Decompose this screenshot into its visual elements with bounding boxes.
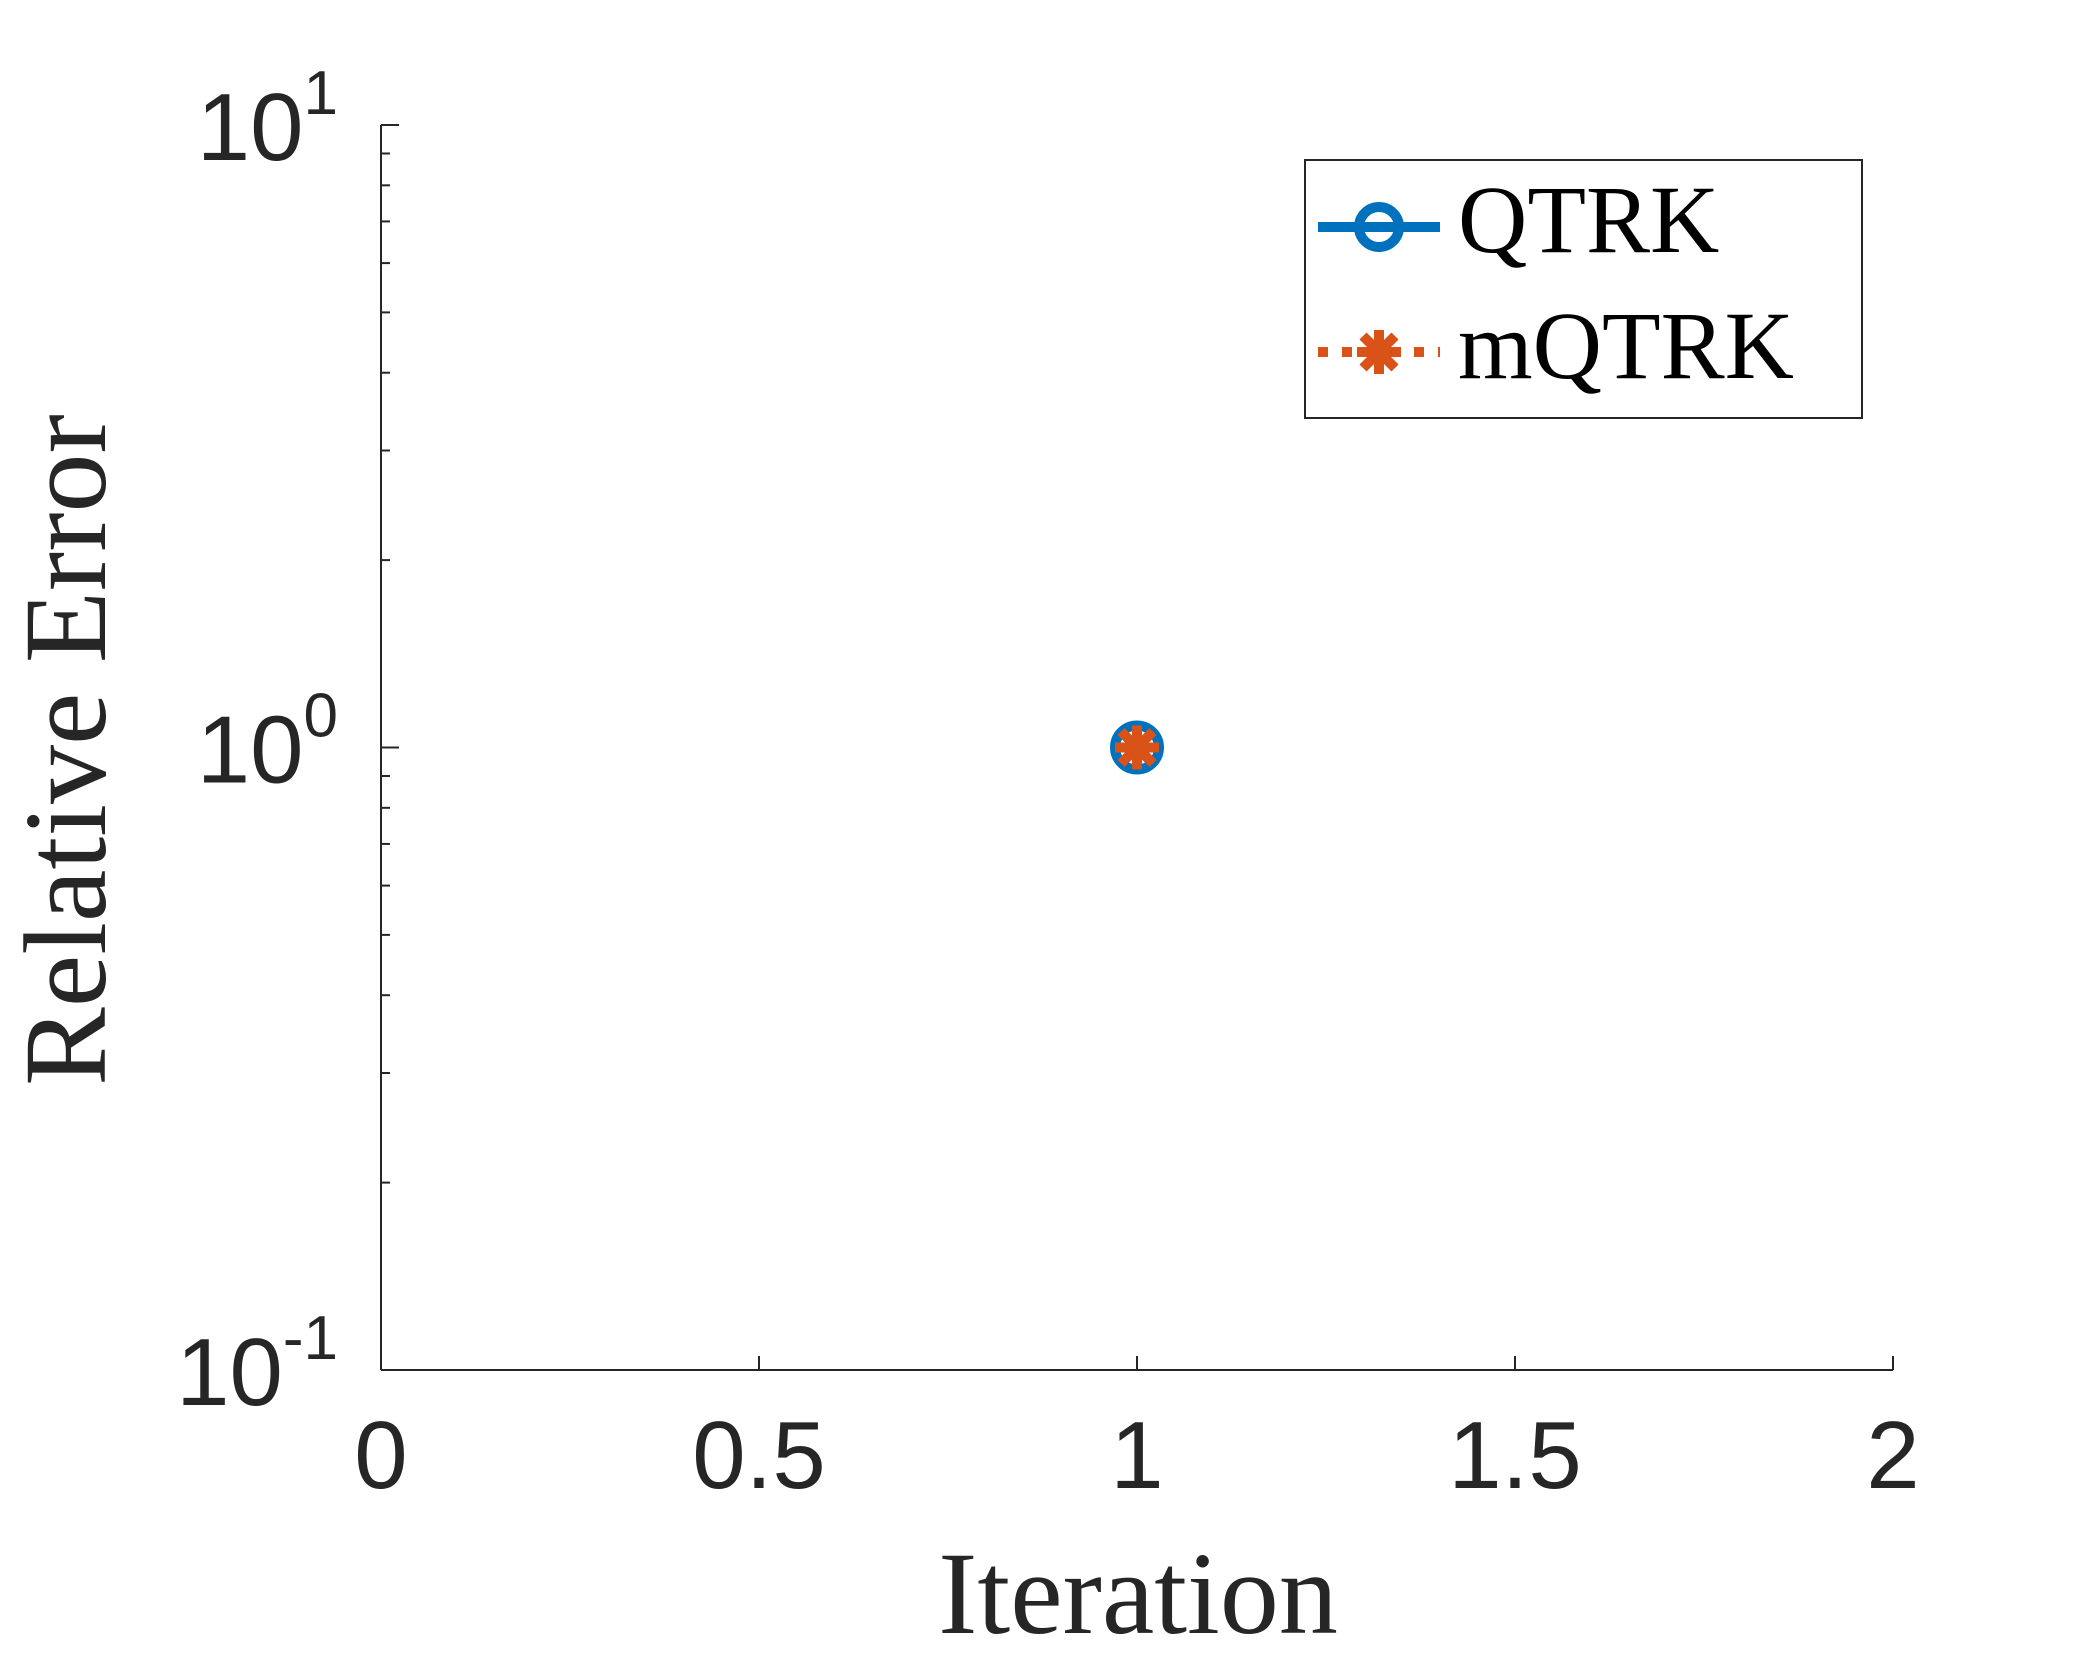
x-ticks: 0 0.5 1 1.5 2 <box>354 1356 1920 1509</box>
y-tick-label: 10-1 <box>176 1304 338 1426</box>
y-tick-label: 100 <box>197 682 338 804</box>
x-tick-label: 0.5 <box>692 1402 825 1509</box>
legend-label-mqtrk: mQTRK <box>1458 292 1794 399</box>
y-tick-label: 101 <box>197 59 338 181</box>
legend-entry-qtrk: QTRK <box>1318 166 1719 273</box>
mqtrk-point <box>1115 725 1159 770</box>
legend-marker-circle <box>1354 202 1404 252</box>
x-tick-label: 0 <box>354 1402 407 1509</box>
legend: QTRK mQTRK <box>1304 159 1863 419</box>
x-axis-label: Iteration <box>938 1528 1338 1659</box>
x-tick-label: 2 <box>1866 1402 1919 1509</box>
legend-entry-mqtrk: mQTRK <box>1318 292 1794 399</box>
legend-box <box>1304 159 1863 419</box>
y-ticks: 10-1 100 101 <box>176 59 399 1426</box>
legend-label-qtrk: QTRK <box>1458 166 1719 273</box>
x-tick-label: 1.5 <box>1448 1402 1581 1509</box>
series-layer <box>1110 720 1164 775</box>
y-axis-label: Relative Error <box>0 414 131 1086</box>
y-minor-ticks <box>381 152 390 1184</box>
x-tick-label: 1 <box>1110 1402 1163 1509</box>
legend-marker-asterisk <box>1357 330 1401 374</box>
